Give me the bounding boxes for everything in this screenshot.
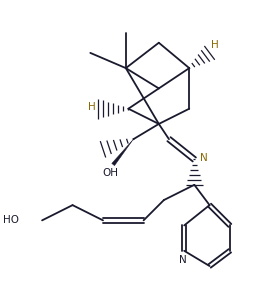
Text: OH: OH — [103, 168, 118, 178]
Text: H: H — [211, 40, 218, 50]
Text: H: H — [88, 102, 95, 112]
Text: N: N — [200, 153, 208, 163]
Polygon shape — [112, 139, 133, 166]
Text: N: N — [179, 255, 187, 265]
Text: HO: HO — [3, 215, 19, 225]
